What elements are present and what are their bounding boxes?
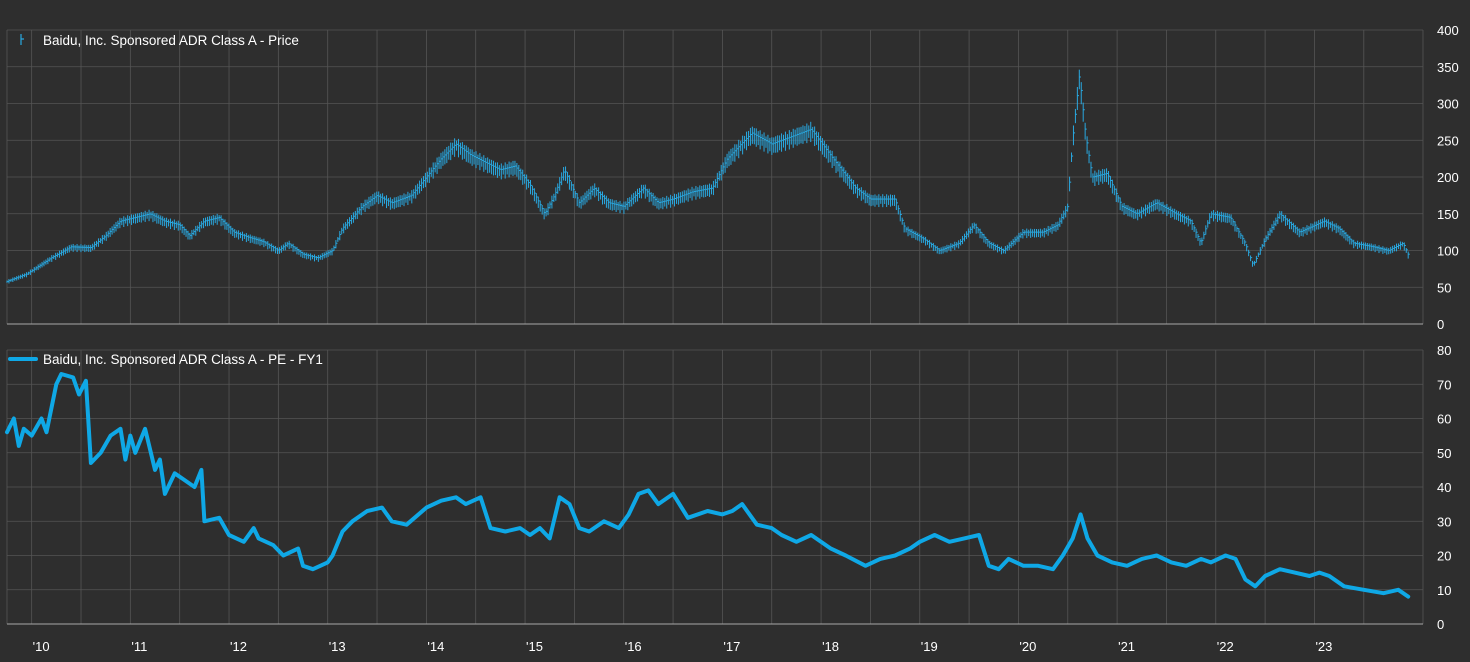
- y-tick-label: 0: [1437, 317, 1444, 332]
- pe-panel: [5, 372, 1411, 599]
- x-tick-label: '22: [1217, 639, 1234, 654]
- y-tick-label: 70: [1437, 377, 1451, 392]
- x-axis: '10 '11 '12 '13 '14 '15 '16 '17 '18 '19 '20 '21 '22 '…: [33, 639, 1333, 654]
- pe-series-line: [5, 372, 1411, 599]
- x-tick-label: '18: [822, 639, 839, 654]
- y-tick-label: 50: [1437, 280, 1451, 295]
- pe-legend-label: Baidu, Inc. Sponsored ADR Class A - PE -…: [43, 352, 323, 367]
- x-tick-label: '16: [625, 639, 642, 654]
- price-legend-label: Baidu, Inc. Sponsored ADR Class A - Pric…: [43, 33, 299, 48]
- y-tick-label: 20: [1437, 549, 1451, 564]
- y-tick-label: 200: [1437, 170, 1459, 185]
- y-tick-label: 100: [1437, 244, 1459, 259]
- legend: Baidu, Inc. Sponsored ADR Class A - Pric…: [8, 33, 323, 367]
- y-tick-label: 10: [1437, 583, 1451, 598]
- x-tick-label: '19: [921, 639, 938, 654]
- price-panel: [6, 69, 1410, 284]
- x-tick-label: '23: [1315, 639, 1332, 654]
- x-tick-label: '21: [1118, 639, 1135, 654]
- x-tick-label: '13: [329, 639, 346, 654]
- x-tick-label: '12: [230, 639, 247, 654]
- x-tick-label: '15: [526, 639, 543, 654]
- x-tick-label: '17: [723, 639, 740, 654]
- price-legend: Baidu, Inc. Sponsored ADR Class A - Pric…: [20, 33, 299, 48]
- x-tick-label: '14: [427, 639, 444, 654]
- pe-legend: Baidu, Inc. Sponsored ADR Class A - PE -…: [8, 352, 323, 367]
- y-tick-label: 400: [1437, 23, 1459, 38]
- y-tick-label: 0: [1437, 617, 1444, 632]
- y-tick-label: 60: [1437, 412, 1451, 427]
- y-tick-label: 350: [1437, 60, 1459, 75]
- y-tick-label: 50: [1437, 446, 1451, 461]
- y-tick-label: 300: [1437, 97, 1459, 112]
- y-tick-label: 30: [1437, 514, 1451, 529]
- x-tick-label: '20: [1019, 639, 1036, 654]
- x-tick-label: '10: [33, 639, 50, 654]
- y-tick-label: 40: [1437, 480, 1451, 495]
- y-tick-label: 150: [1437, 207, 1459, 222]
- y-tick-label: 80: [1437, 343, 1451, 358]
- price-bar-icon: [20, 34, 24, 45]
- x-tick-label: '11: [131, 639, 147, 654]
- y-tick-label: 250: [1437, 133, 1459, 148]
- price-series: [6, 69, 1410, 284]
